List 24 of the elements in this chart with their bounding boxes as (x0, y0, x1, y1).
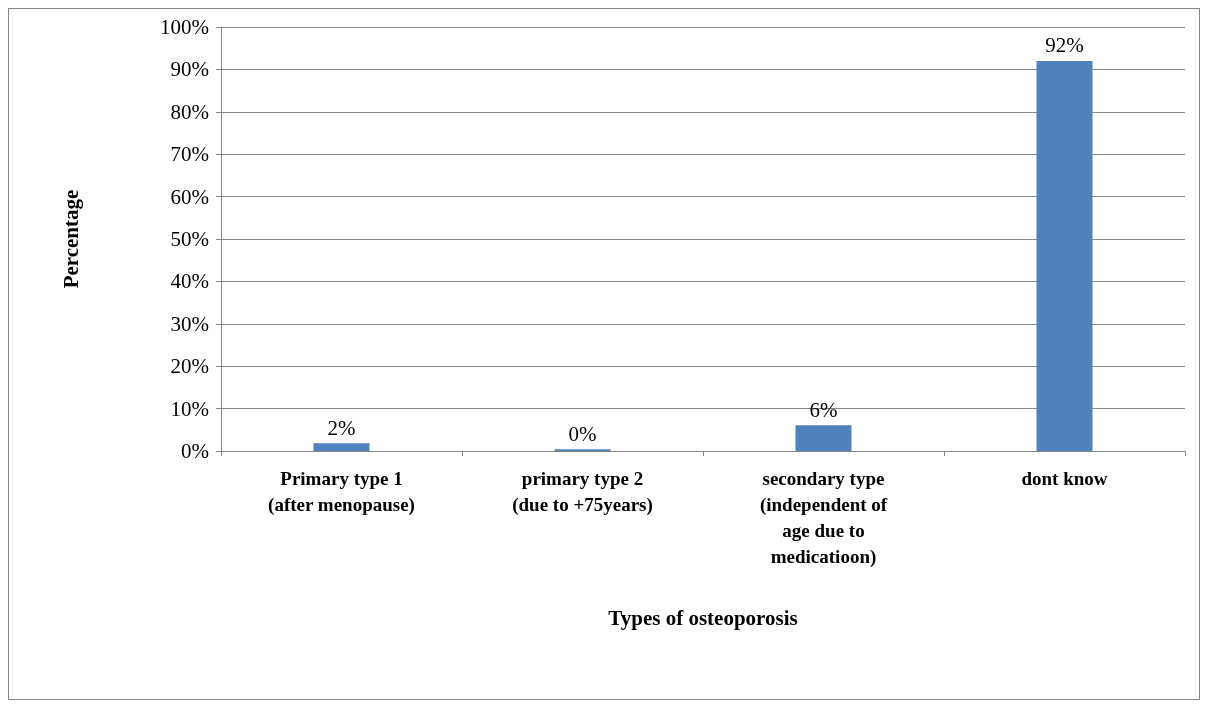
y-tick-label: 10% (170, 396, 209, 421)
y-tick-label: 20% (170, 354, 209, 379)
data-label: 2% (327, 415, 356, 440)
bar (313, 443, 370, 451)
x-tick-label: primary type 2 (due to +75years) (512, 467, 653, 516)
bar (1036, 60, 1093, 451)
data-label: 92% (1045, 33, 1084, 58)
y-tick-label: 60% (170, 184, 209, 209)
y-tick-label: 40% (170, 269, 209, 294)
x-tick-label: secondary type (independent of age due to medicatioon) (759, 467, 888, 568)
y-tick-label: 70% (170, 142, 209, 167)
y-tick-label: 50% (170, 227, 209, 251)
y-axis-title: Percentage (58, 189, 83, 289)
y-tick-label: 30% (170, 311, 209, 336)
x-axis-title: Types of osteoporosis (608, 605, 798, 630)
y-tick-label: 100% (160, 15, 209, 39)
data-label: 6% (809, 397, 838, 422)
bar (795, 425, 852, 451)
y-tick-label: 80% (170, 99, 209, 124)
x-tick-label: dont know (1021, 467, 1108, 489)
x-tick-label: Primary type 1 (after menopause) (268, 467, 415, 516)
y-tick-label: 0% (181, 439, 209, 463)
y-tick-label: 90% (170, 57, 209, 82)
data-label: 0% (568, 421, 597, 446)
